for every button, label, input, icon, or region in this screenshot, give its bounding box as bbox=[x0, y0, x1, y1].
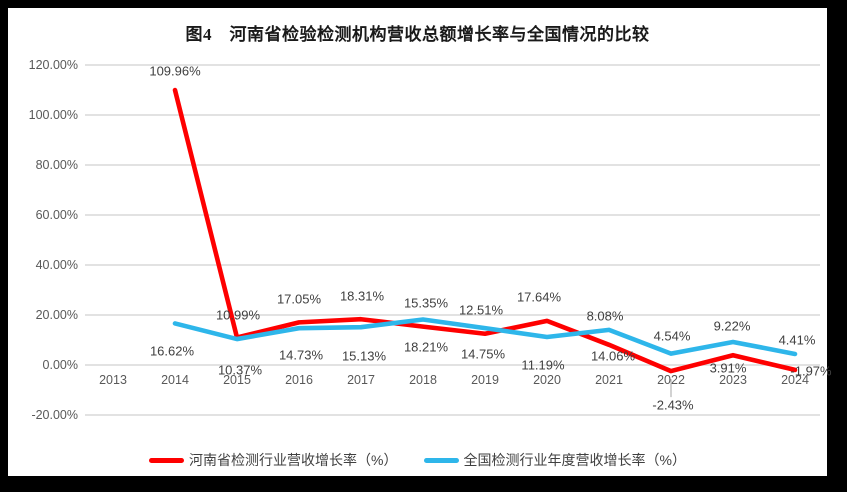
x-axis-tick-label: 2017 bbox=[347, 373, 375, 387]
data-label: 4.54% bbox=[653, 328, 691, 344]
legend-item-1: 全国检测行业年度营收增长率（%） bbox=[423, 450, 686, 470]
y-axis-tick-label: 20.00% bbox=[35, 308, 78, 322]
legend-item-0: 河南省检测行业营收增长率（%） bbox=[149, 450, 398, 470]
x-axis-tick-label: 2024 bbox=[781, 373, 809, 387]
data-label: 11.19% bbox=[521, 357, 565, 373]
data-label: 14.75% bbox=[460, 346, 506, 362]
plot-svg bbox=[85, 64, 820, 416]
legend-label: 全国检测行业年度营收增长率（%） bbox=[463, 452, 686, 468]
x-axis-tick-label: 2018 bbox=[409, 373, 437, 387]
data-label: 15.35% bbox=[403, 295, 449, 311]
x-axis-tick-label: 2014 bbox=[161, 373, 189, 387]
y-axis-tick-label: 120.00% bbox=[28, 58, 78, 72]
chart-area: 图4 河南省检验检测机构营收总额增长率与全国情况的比较 120.00% 100.0… bbox=[8, 8, 832, 476]
data-label: 18.31% bbox=[339, 288, 385, 304]
data-label: -2.43% bbox=[652, 397, 694, 413]
data-label: 9.22% bbox=[713, 318, 751, 334]
x-axis-tick-label: 2020 bbox=[533, 373, 561, 387]
data-label: 17.64% bbox=[516, 289, 562, 305]
data-label: 16.62% bbox=[149, 343, 195, 359]
data-label: 17.05% bbox=[276, 291, 322, 307]
data-label: 14.73% bbox=[278, 347, 324, 363]
chart-title: 图4 河南省检验检测机构营收总额增长率与全国情况的比较 bbox=[185, 25, 650, 44]
y-axis-tick-label: -20.00% bbox=[31, 408, 78, 422]
data-label: 109.96% bbox=[149, 63, 201, 79]
x-axis-tick-label: 2016 bbox=[285, 373, 313, 387]
data-label: 10.37% bbox=[217, 362, 263, 378]
legend-line-swatch bbox=[423, 457, 459, 463]
y-axis-tick-label: 60.00% bbox=[35, 208, 78, 222]
x-axis-tick-label: 2023 bbox=[719, 373, 747, 387]
y-axis-tick-label: 40.00% bbox=[35, 258, 78, 272]
y-axis-tick-label: 100.00% bbox=[28, 108, 78, 122]
legend-label: 河南省检测行业营收增长率（%） bbox=[189, 452, 398, 468]
legend: 河南省检测行业营收增长率（%） 全国检测行业年度营收增长率（%） bbox=[8, 450, 827, 470]
data-label: 15.13% bbox=[341, 348, 387, 364]
data-label: 8.08% bbox=[586, 308, 624, 324]
x-axis-tick-label: 2015 bbox=[223, 373, 251, 387]
series-line-0 bbox=[172, 87, 798, 374]
data-label: 12.51% bbox=[458, 302, 504, 318]
data-label: 14.06% bbox=[590, 348, 636, 364]
x-axis-tick-label: 2019 bbox=[471, 373, 499, 387]
series-line-1 bbox=[172, 317, 798, 357]
y-axis-tick-label: 80.00% bbox=[35, 158, 78, 172]
data-label: 10.99% bbox=[215, 307, 261, 323]
data-label: 18.21% bbox=[403, 339, 449, 355]
data-label: 3.91% bbox=[709, 360, 747, 376]
legend-line-swatch bbox=[149, 457, 185, 463]
y-axis-tick-label: 0.00% bbox=[42, 358, 78, 372]
x-axis-tick-label: 2013 bbox=[99, 373, 127, 387]
data-label: 4.41% bbox=[778, 332, 816, 348]
x-axis-tick-label: 2022 bbox=[657, 373, 685, 387]
x-axis-tick-label: 2021 bbox=[595, 373, 623, 387]
data-label: -1.97% bbox=[790, 363, 832, 379]
